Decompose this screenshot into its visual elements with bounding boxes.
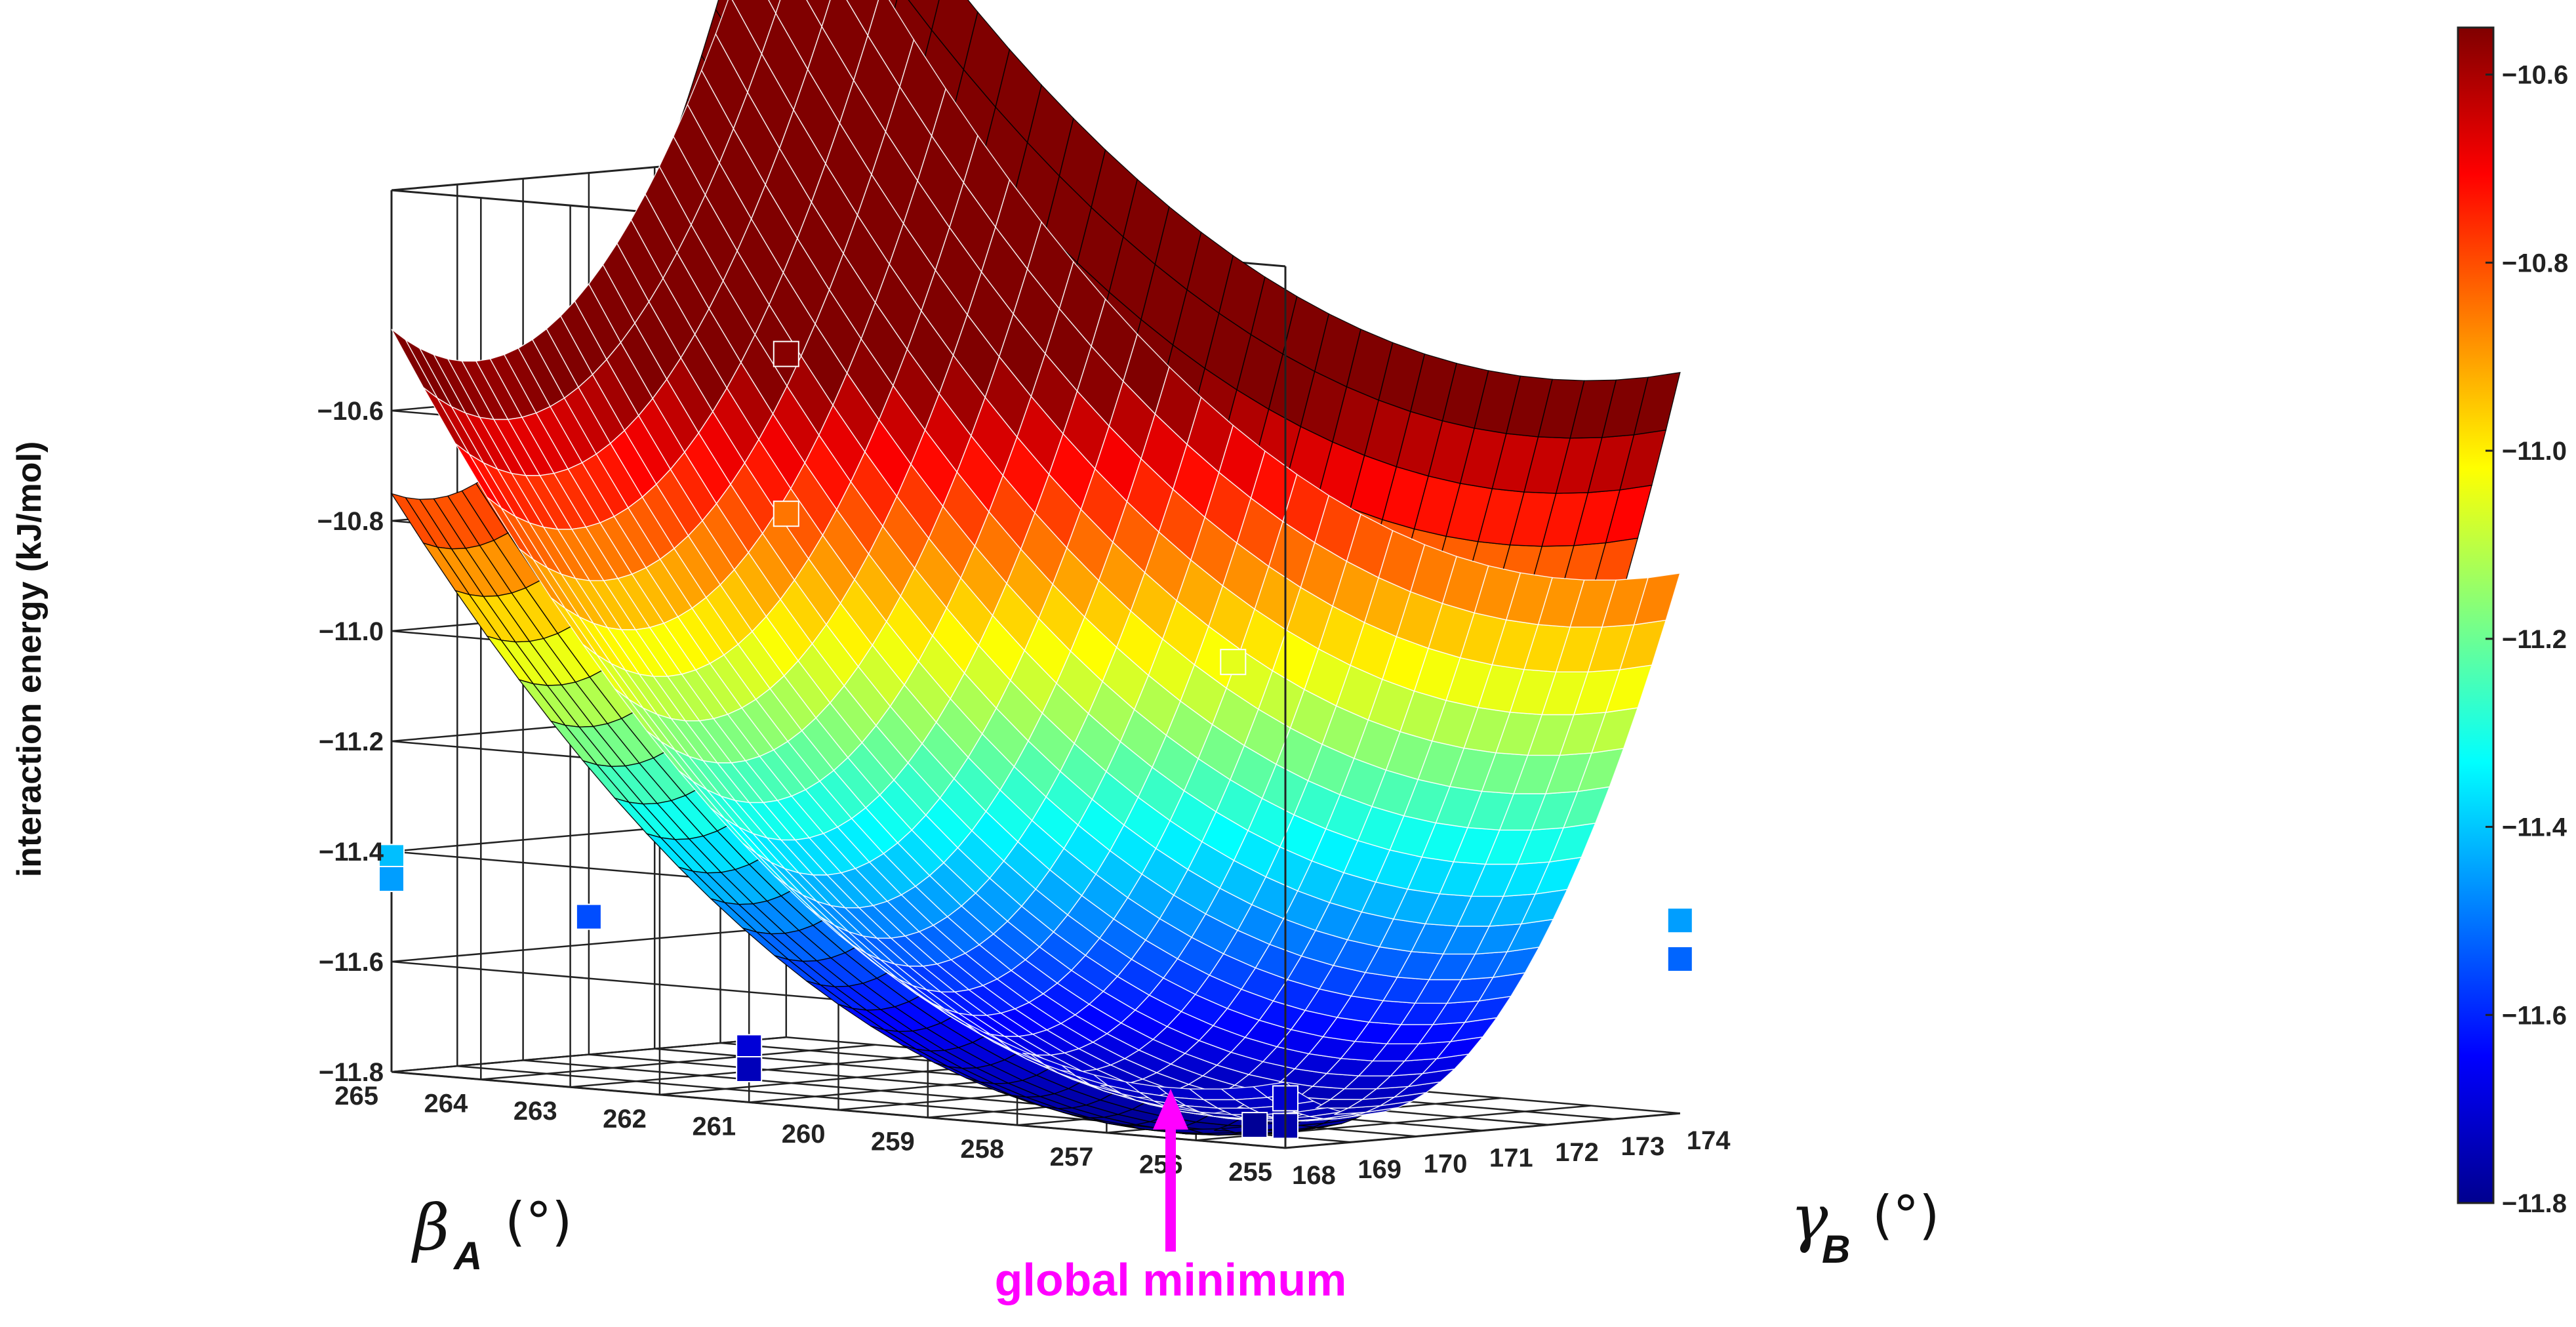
colorbar	[2457, 26, 2495, 1204]
z-tick-label: −11.4	[319, 838, 384, 867]
colorbar-tick-label: −11.4	[2502, 813, 2567, 842]
beta-tick-label: 259	[871, 1128, 915, 1156]
gamma-tick-label: 172	[1555, 1138, 1599, 1167]
colorbar-tick-label: −11.0	[2502, 437, 2567, 466]
gamma-tick-label: 174	[1687, 1126, 1731, 1155]
z-tick-label: −10.6	[317, 397, 384, 426]
data-marker	[736, 1034, 763, 1061]
z-tick-label: −11.6	[319, 948, 384, 977]
data-marker	[773, 500, 799, 527]
data-marker	[1666, 907, 1693, 934]
colorbar-ticks: −10.6 −10.8 −11.0 −11.2 −11.4 −11.6 −11.8	[2485, 61, 2568, 1218]
surface-1-facet	[806, 0, 831, 28]
beta-tick-label: 261	[692, 1112, 736, 1141]
surface-2-facet	[908, 0, 940, 31]
colorbar-tick-label: −10.8	[2502, 249, 2568, 277]
beta-tick-label: 260	[782, 1120, 826, 1149]
data-marker	[1666, 946, 1693, 972]
colorbar-tick-label: −11.6	[2502, 1001, 2567, 1030]
annotation-arrow-head	[1153, 1089, 1188, 1130]
data-marker	[378, 866, 405, 892]
svg-text:B: B	[1822, 1227, 1850, 1271]
beta-tick-label: 255	[1228, 1158, 1272, 1187]
data-marker	[575, 903, 602, 930]
surface-1-facet	[768, 0, 781, 14]
surface-2-facet	[1633, 372, 1681, 436]
beta-tick-label: 263	[513, 1097, 557, 1126]
colorbar-tick-label: −11.8	[2502, 1189, 2567, 1218]
z-axis-label: interaction energy (kJ/mol)	[10, 441, 49, 878]
z-tick-label: −10.8	[317, 507, 384, 536]
svg-text:A: A	[453, 1234, 482, 1278]
surface-layer	[390, 0, 1681, 1136]
gamma-axis-label: γ B (°)	[1790, 1181, 1939, 1271]
beta-tick-label: 256	[1139, 1150, 1183, 1179]
axis-tick-labels: 265 264 263 262 261 260 259 258 257 256 255 168 169 1…	[317, 397, 1731, 1190]
axes-front-edges	[391, 266, 1680, 1149]
z-tick-label: −11.0	[319, 617, 384, 646]
beta-axis-label: β A (°)	[411, 1191, 572, 1278]
beta-tick-label: 265	[334, 1082, 378, 1111]
data-marker	[1241, 1112, 1268, 1139]
gamma-tick-label: 169	[1358, 1155, 1401, 1184]
svg-text:(°): (°)	[505, 1191, 572, 1252]
data-marker	[736, 1056, 763, 1082]
global-minimum-annotation: global minimum	[995, 1089, 1347, 1305]
surface-1-facet	[846, 0, 879, 37]
colorbar-tick-label: −10.6	[2502, 61, 2568, 90]
beta-tick-label: 262	[603, 1105, 647, 1133]
gamma-tick-label: 171	[1489, 1144, 1533, 1173]
svg-text:β: β	[411, 1191, 450, 1265]
gamma-tick-label: 173	[1621, 1132, 1665, 1161]
grid-line	[391, 926, 786, 963]
beta-tick-label: 258	[960, 1135, 1004, 1164]
z-tick-label: −11.2	[319, 727, 384, 756]
beta-tick-label: 257	[1050, 1143, 1094, 1172]
box-edge	[1285, 1112, 1680, 1149]
z-tick-label: −11.8	[319, 1058, 384, 1087]
data-marker	[1220, 649, 1247, 676]
data-marker	[773, 340, 799, 367]
surface-1-facet	[1633, 572, 1681, 626]
svg-text:γ: γ	[1790, 1181, 1828, 1255]
box-edge	[391, 1071, 1286, 1149]
annotation-label: global minimum	[995, 1254, 1347, 1305]
colorbar-tick-label: −11.2	[2502, 625, 2567, 654]
beta-tick-label: 264	[424, 1090, 468, 1118]
gamma-tick-label: 168	[1292, 1161, 1336, 1190]
gamma-tick-label: 170	[1424, 1149, 1468, 1178]
svg-text:(°): (°)	[1872, 1185, 1939, 1246]
